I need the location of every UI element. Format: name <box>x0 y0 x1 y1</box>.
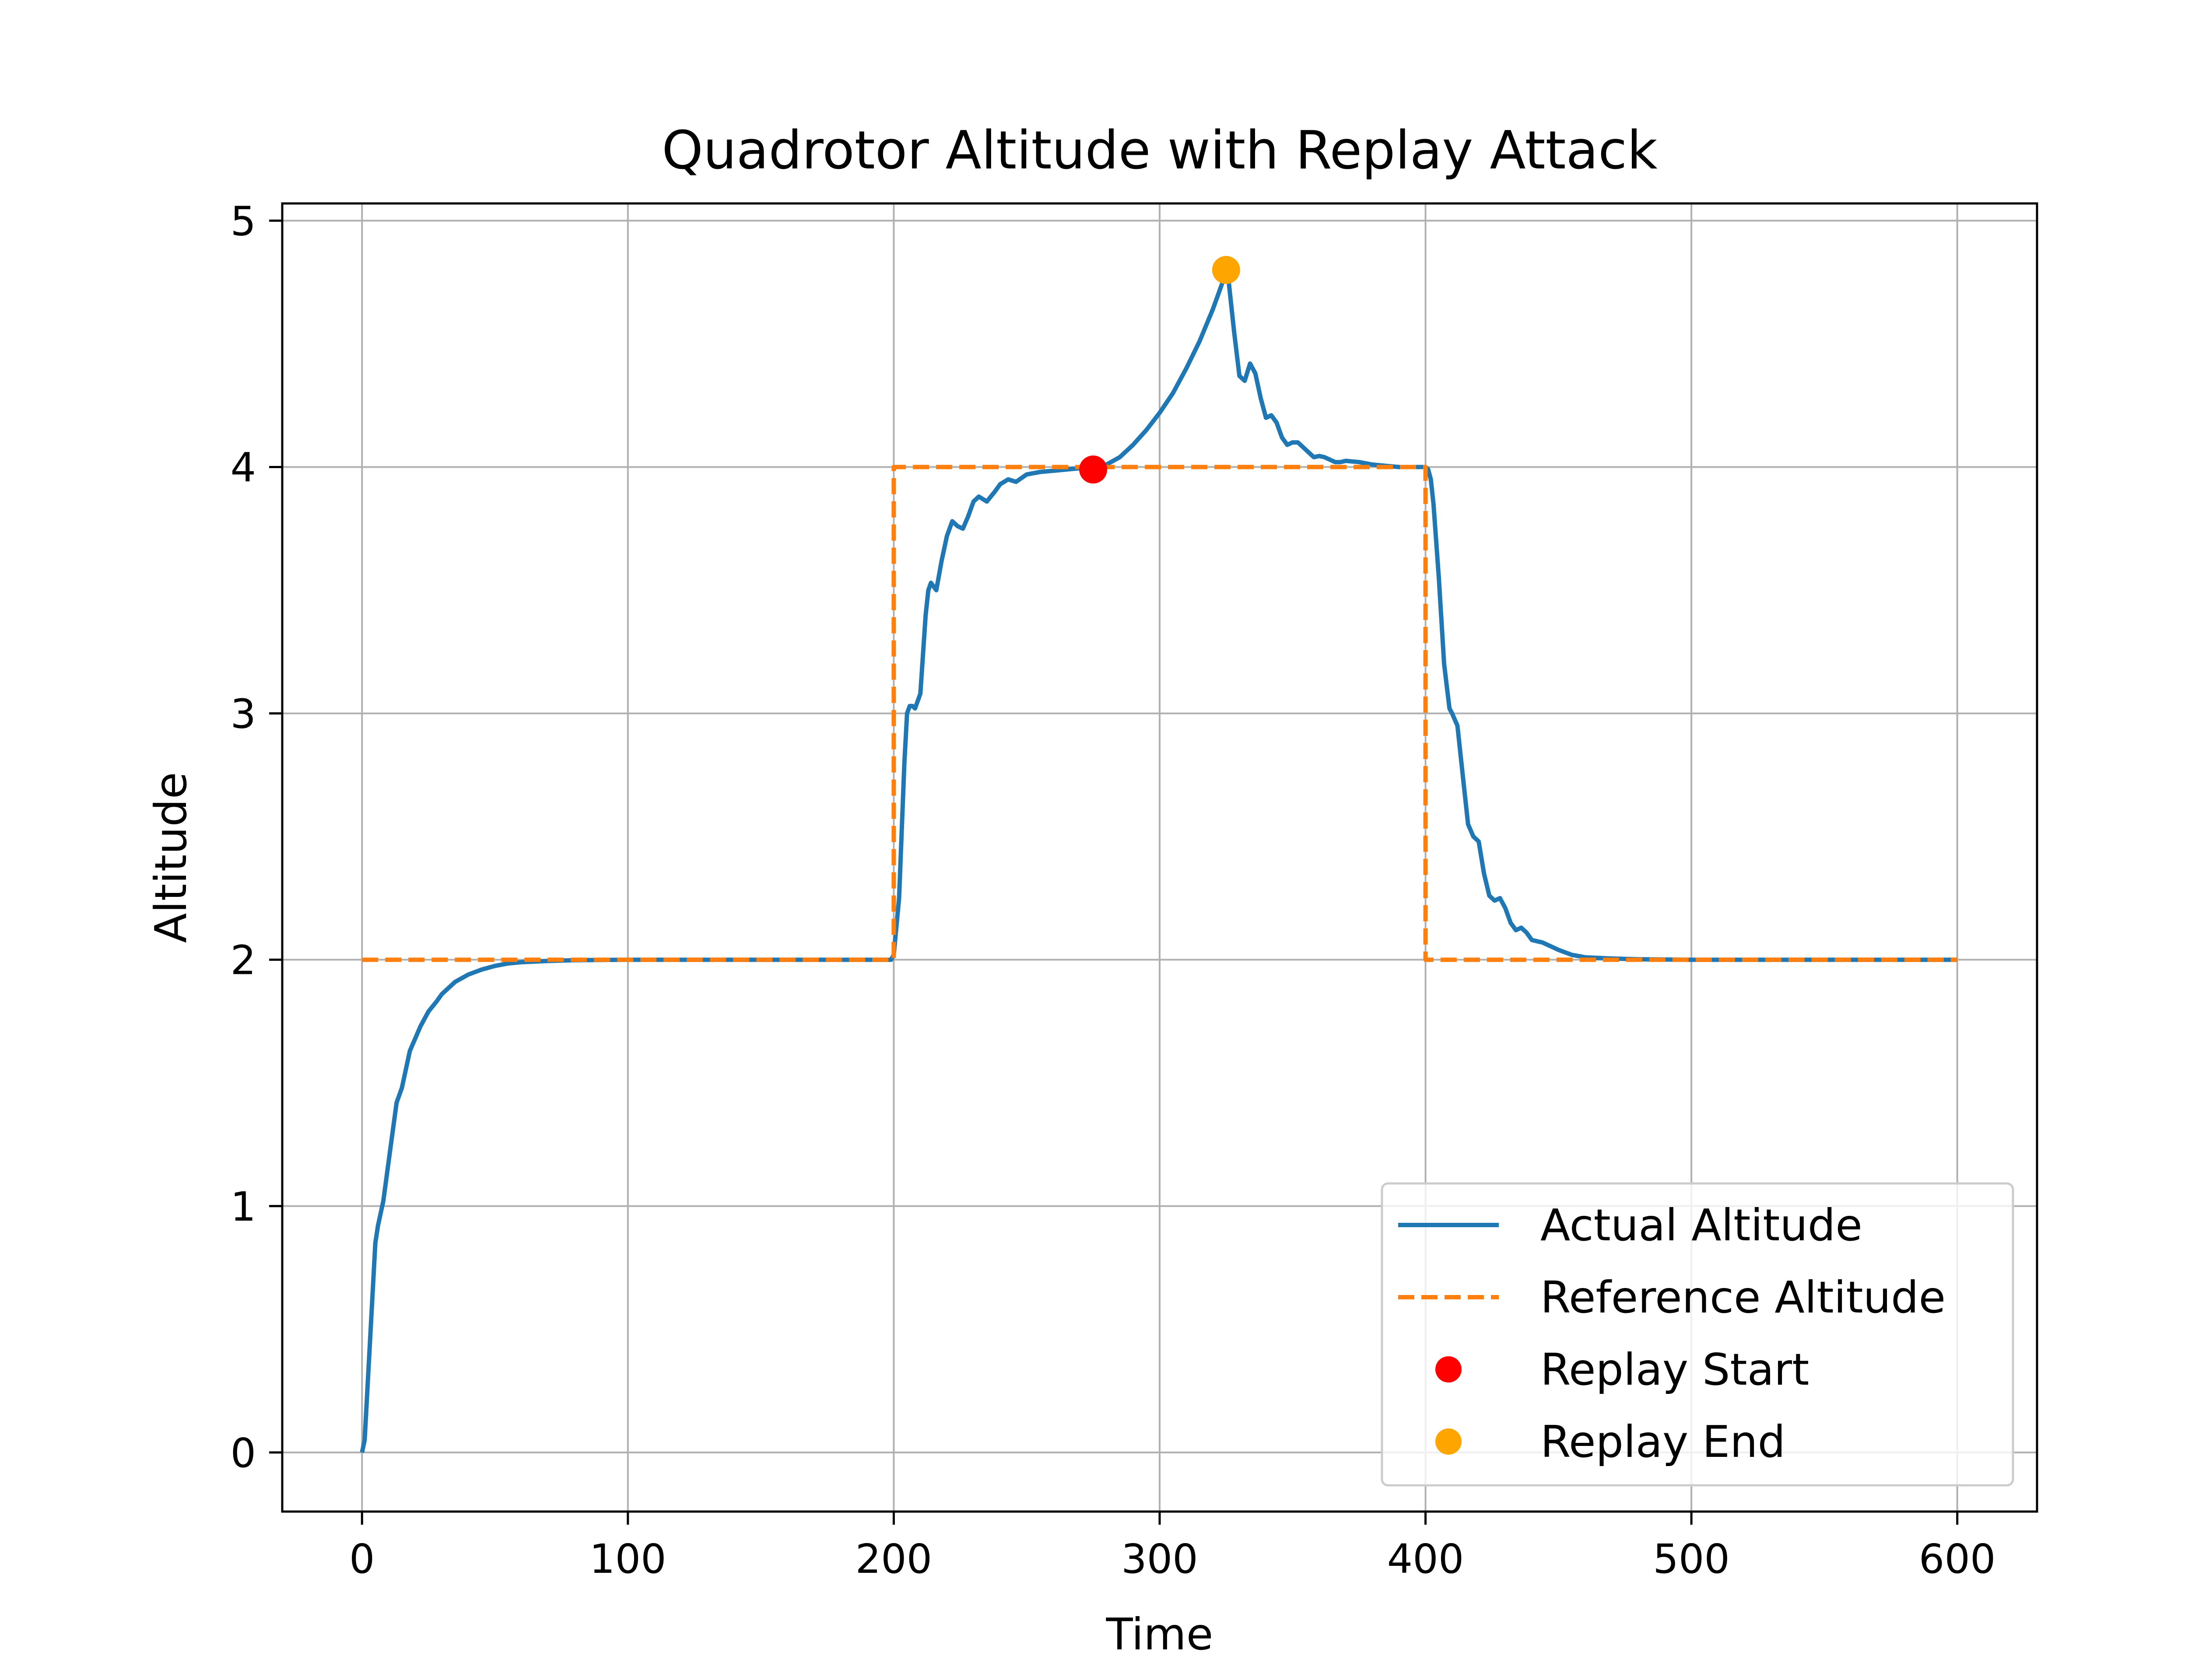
x-tick-label: 200 <box>856 1536 933 1582</box>
series-line-reference-altitude <box>362 465 1957 962</box>
y-tick-label: 1 <box>230 1183 256 1230</box>
series-layer <box>360 268 1957 1453</box>
x-axis-label: Time <box>1106 1609 1213 1660</box>
legend-label-replay-start: Replay Start <box>1540 1344 1809 1395</box>
legend: Actual Altitude Reference Altitude Repla… <box>1381 1182 2014 1487</box>
x-tick-label: 300 <box>1121 1536 1198 1582</box>
x-tick-label: 500 <box>1653 1536 1730 1582</box>
x-axis-ticks: 0 100 200 300 400 500 600 <box>349 1512 1996 1582</box>
x-tick-label: 400 <box>1387 1536 1464 1582</box>
y-axis-ticks: 0 1 2 3 4 5 <box>230 198 282 1477</box>
x-tick-label: 100 <box>589 1536 666 1582</box>
y-tick-label: 0 <box>230 1430 256 1477</box>
chart-title: Quadrotor Altitude with Replay Attack <box>662 120 1658 181</box>
legend-label-reference-altitude: Reference Altitude <box>1540 1272 1946 1323</box>
y-tick-label: 3 <box>230 691 256 738</box>
y-axis-label: Altitude <box>145 772 196 943</box>
series-line-actual-altitude <box>360 268 1957 1453</box>
marker-layer <box>1079 256 1240 484</box>
y-tick-label: 2 <box>230 937 256 984</box>
marker-replay-start <box>1079 455 1108 484</box>
marker-replay-end <box>1212 256 1240 284</box>
y-tick-label: 4 <box>230 444 256 491</box>
legend-box <box>1381 1182 2014 1487</box>
y-tick-label: 5 <box>230 198 256 245</box>
legend-label-replay-end: Replay End <box>1540 1416 1785 1467</box>
x-tick-label: 600 <box>1919 1536 1996 1582</box>
legend-swatch-replay-start <box>1435 1356 1462 1382</box>
legend-swatch-replay-end <box>1435 1428 1462 1455</box>
x-tick-label: 0 <box>349 1536 375 1582</box>
legend-label-actual-altitude: Actual Altitude <box>1540 1200 1862 1251</box>
